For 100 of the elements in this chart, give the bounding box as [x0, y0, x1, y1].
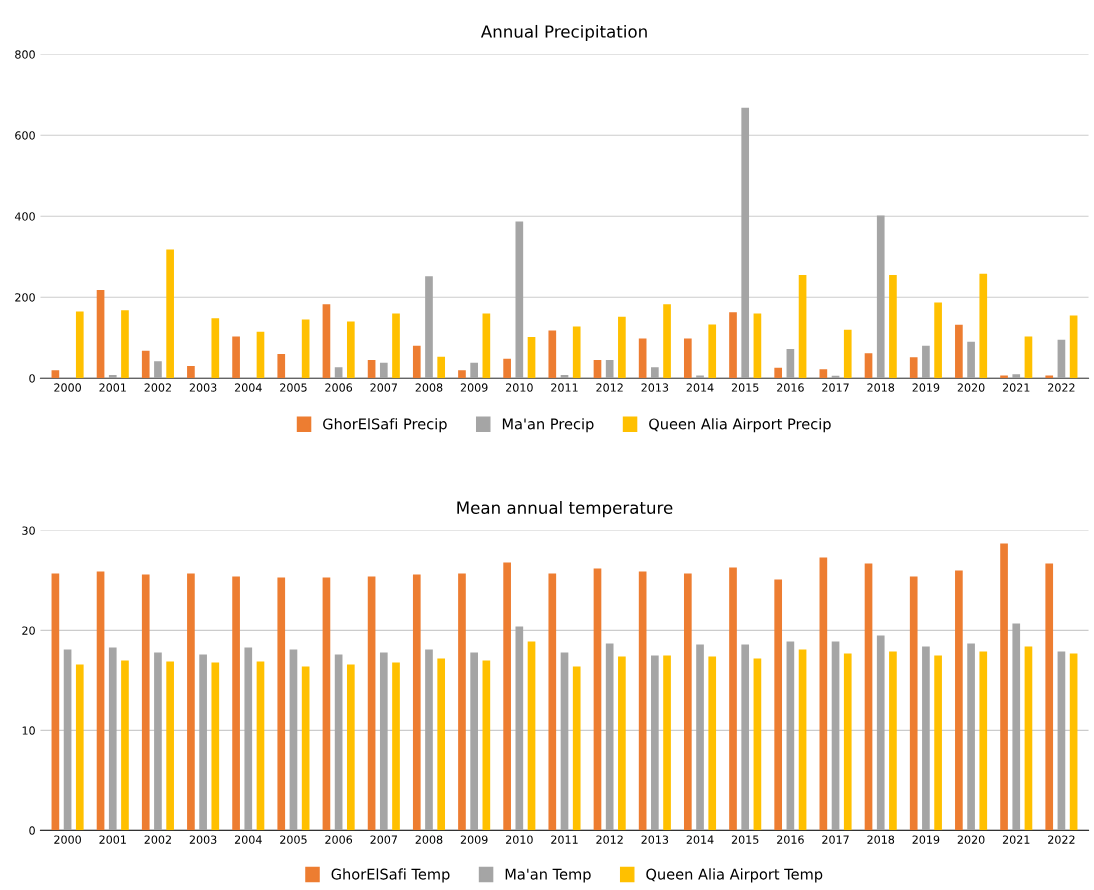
bar [831, 641, 840, 831]
bar [741, 644, 750, 831]
x-tick-label: 2017 [822, 383, 849, 392]
bar [605, 643, 614, 831]
x-tick-label: 2004 [234, 383, 262, 392]
x-tick-label: 2002 [144, 835, 171, 844]
bar [256, 331, 265, 379]
bar [605, 360, 614, 379]
bar [729, 567, 737, 831]
bar [51, 370, 60, 379]
bar [967, 341, 975, 379]
bar [1069, 653, 1078, 831]
x-tick-label: 2011 [551, 383, 578, 392]
y-tick-label: 30 [22, 526, 35, 535]
bar [618, 316, 626, 379]
bar [392, 313, 400, 379]
bar [922, 345, 930, 379]
bar [683, 338, 692, 379]
bar [1012, 374, 1021, 379]
bar [367, 360, 376, 379]
bar [289, 649, 298, 831]
y-tick-label: 200 [15, 293, 35, 302]
bar [437, 658, 446, 831]
x-tick-label: 2020 [957, 383, 985, 392]
bar [729, 312, 737, 379]
bar [334, 367, 343, 379]
x-tick-label: 2015 [731, 835, 759, 844]
bar [121, 310, 129, 379]
bar [346, 321, 355, 379]
bar [244, 647, 253, 831]
bar [934, 302, 942, 379]
bar [232, 576, 240, 831]
bar [708, 324, 717, 379]
bar [638, 571, 647, 831]
bar [889, 274, 897, 379]
bar [638, 338, 647, 379]
bar [470, 652, 478, 831]
legend-label: Ma'an Temp [505, 868, 591, 883]
bar [515, 626, 524, 831]
bar [651, 367, 659, 379]
bar [154, 652, 162, 831]
bar [786, 349, 795, 379]
x-tick-label: 2014 [686, 835, 714, 844]
y-tick-label: 0 [29, 826, 35, 835]
bar [379, 362, 388, 379]
bar [696, 644, 704, 831]
x-tick-label: 2008 [415, 835, 443, 844]
bar [741, 107, 750, 379]
x-tick-label: 2006 [325, 383, 353, 392]
bar [876, 215, 885, 379]
bar [367, 576, 376, 831]
bar [1045, 375, 1054, 379]
bar [819, 557, 828, 831]
bar [322, 304, 331, 379]
bar [753, 658, 762, 831]
bar [108, 647, 117, 831]
bar [979, 651, 988, 831]
bar [503, 358, 511, 379]
bar [572, 326, 581, 379]
x-tick-label: 2022 [1048, 835, 1075, 844]
x-tick-label: 2016 [777, 835, 804, 844]
x-tick-label: 2008 [415, 383, 443, 392]
bar [96, 289, 105, 379]
legend-label: Queen Alia Airport Temp [646, 868, 823, 883]
bar [482, 313, 491, 379]
bar [819, 369, 828, 379]
x-tick-label: 2001 [99, 383, 126, 392]
x-tick-label: 2020 [957, 835, 985, 844]
y-tick-label: 800 [15, 50, 35, 59]
bar [1069, 315, 1078, 379]
legend-label: GhorElSafi Precip [323, 418, 447, 433]
bar [1000, 375, 1008, 379]
bar [211, 318, 220, 379]
bar [256, 661, 265, 831]
bar [909, 576, 918, 831]
bar [75, 311, 84, 379]
x-tick-label: 2003 [189, 383, 217, 392]
x-tick-label: 2017 [822, 835, 849, 844]
y-tick-label: 20 [22, 626, 35, 635]
bar [199, 654, 207, 831]
bar [774, 367, 783, 379]
bar [843, 653, 852, 831]
bar [108, 375, 117, 379]
bar [572, 666, 581, 831]
bar [166, 249, 174, 379]
bar [979, 273, 988, 379]
bar [708, 656, 717, 831]
bar [379, 652, 388, 831]
x-tick-label: 2007 [370, 835, 397, 844]
x-tick-label: 2005 [280, 835, 307, 844]
bar [1012, 623, 1021, 831]
bar [503, 562, 511, 831]
x-tick-label: 2022 [1048, 383, 1075, 392]
bar [412, 345, 421, 379]
bar [141, 574, 150, 831]
bar [967, 643, 975, 831]
bar [346, 664, 355, 831]
legend-label: Ma'an Precip [502, 418, 594, 433]
chart-title: Mean annual temperature [457, 501, 673, 518]
y-tick-label: 400 [14, 212, 35, 221]
